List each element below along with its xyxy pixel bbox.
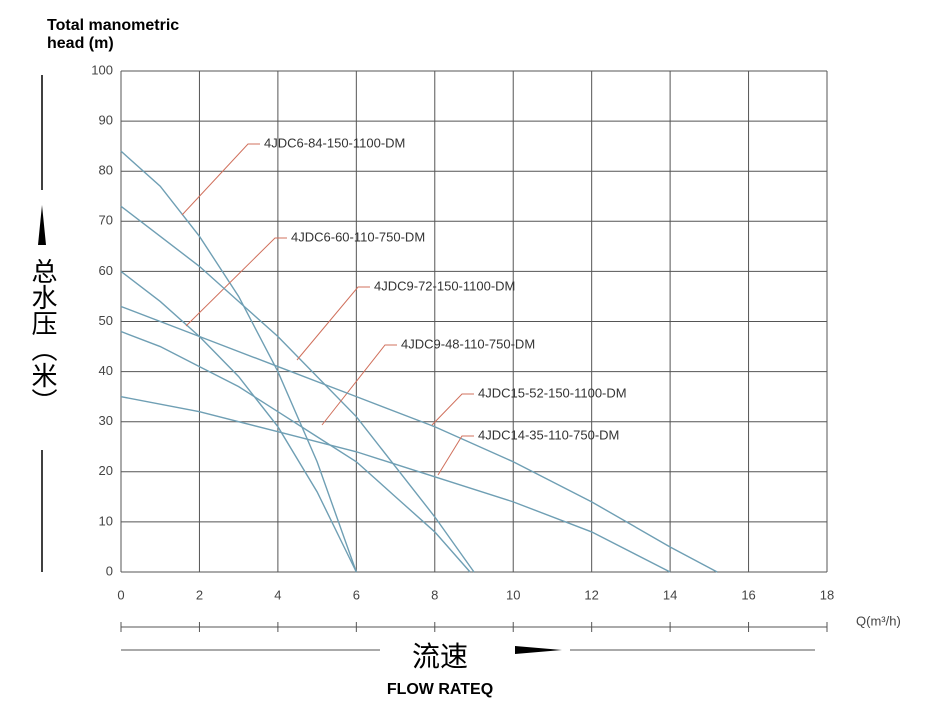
annotation-leader	[437, 435, 474, 476]
x-tick-label: 0	[117, 587, 124, 602]
y-tick-label: 30	[99, 413, 113, 428]
x-tick-label: 4	[274, 587, 281, 602]
annotation-leader	[321, 344, 397, 426]
annotation-leader	[181, 143, 260, 216]
y-axis-title-cn: 总水压（米）	[27, 258, 57, 414]
y-tick-label: 0	[106, 563, 113, 578]
x-tick-label: 14	[663, 587, 677, 602]
curve-label: 4JDC14-35-110-750-DM	[478, 427, 619, 442]
y-tick-label: 20	[99, 463, 113, 478]
x-tick-label: 18	[820, 587, 834, 602]
x-tick-label: 16	[741, 587, 755, 602]
pump-curve	[120, 305, 718, 573]
x-axis-title: Q(m³/h)	[856, 613, 901, 628]
y-axis-title: Total manometric	[47, 17, 179, 34]
y-tick-label: 50	[99, 313, 113, 328]
pump-curve	[120, 395, 671, 573]
y-tick-label: 70	[99, 213, 113, 228]
pump-curve	[120, 205, 475, 573]
arrow-head	[38, 205, 46, 245]
pump-curve	[120, 150, 357, 573]
pump-curve	[120, 330, 471, 573]
x-tick-label: 10	[506, 587, 520, 602]
x-tick-label: 8	[431, 587, 438, 602]
curve-label: 4JDC15-52-150-1100-DM	[478, 385, 627, 400]
pump-curve	[120, 270, 357, 573]
y-tick-label: 90	[99, 113, 113, 128]
y-tick-label: 80	[99, 163, 113, 178]
annotation-leader	[185, 237, 287, 327]
y-tick-label: 10	[99, 513, 113, 528]
annotation-leader	[296, 286, 370, 361]
curve-label: 4JDC6-84-150-1100-DM	[264, 135, 405, 150]
x-axis-title-cn: 流速	[412, 640, 468, 673]
arrow-head	[515, 646, 562, 654]
y-tick-label: 100	[91, 62, 113, 77]
y-tick-label: 40	[99, 363, 113, 378]
curve-label: 4JDC9-48-110-750-DM	[401, 336, 535, 351]
x-tick-label: 12	[584, 587, 598, 602]
annotation-leader	[431, 393, 474, 426]
x-axis-title-en: FLOW RATEQ	[387, 681, 493, 698]
x-tick-label: 6	[353, 587, 360, 602]
curve-label: 4JDC6-60-110-750-DM	[291, 229, 425, 244]
curve-label: 4JDC9-72-150-1100-DM	[374, 278, 515, 293]
y-axis-title: head (m)	[47, 35, 114, 52]
x-tick-label: 2	[196, 587, 203, 602]
y-tick-label: 60	[99, 263, 113, 278]
